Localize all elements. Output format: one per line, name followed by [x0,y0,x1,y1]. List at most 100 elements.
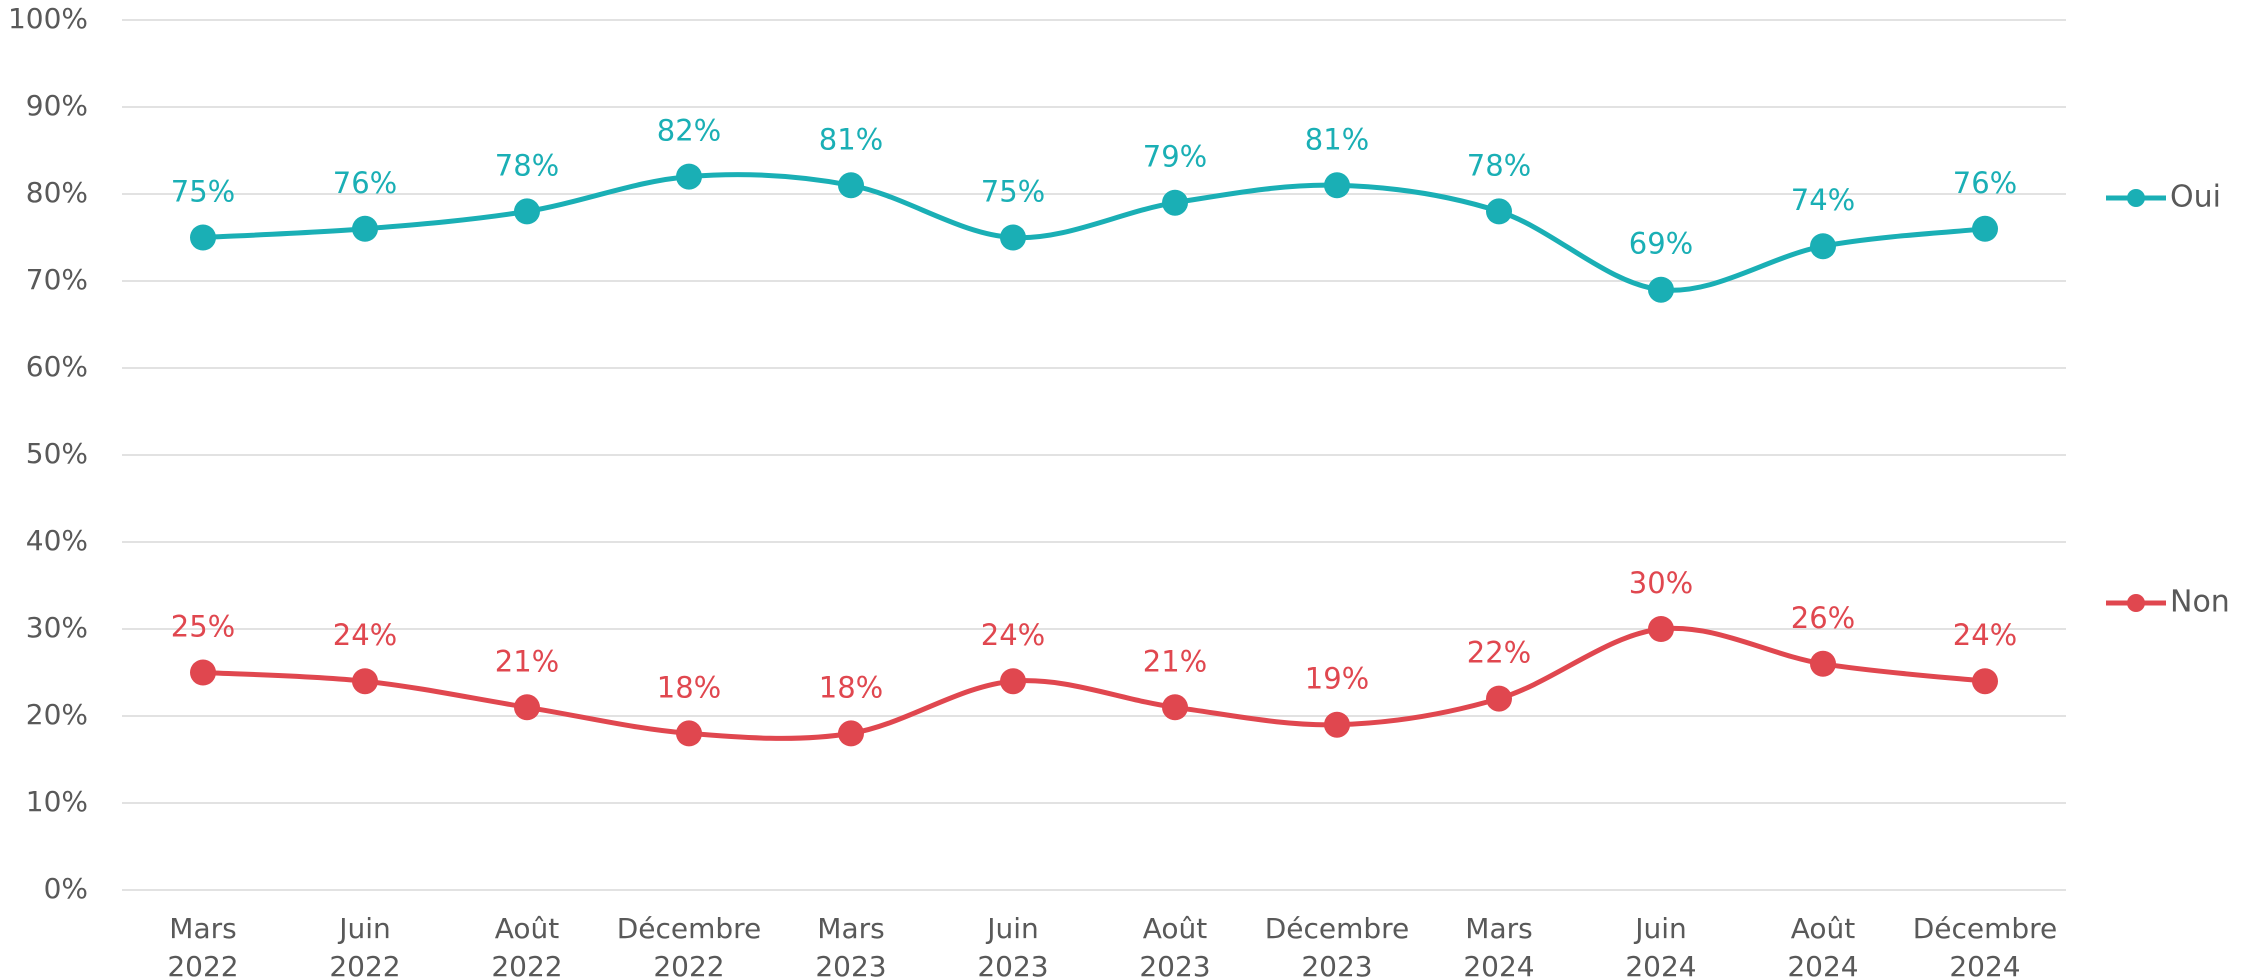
data-label: 74% [1791,183,1855,217]
data-point [676,720,702,747]
data-label: 26% [1791,601,1855,635]
series-line [202,172,1986,293]
y-tick-label: 50% [26,437,88,470]
legend-marker [2127,594,2145,612]
data-label: 24% [981,618,1045,652]
y-tick-label: 40% [26,524,88,557]
x-tick-label-line: 2023 [815,950,886,979]
data-point [1324,711,1350,738]
data-label: 22% [1467,636,1531,670]
x-tick-label: Décembre 2024 [1913,912,2058,979]
x-tick-label-line: 2023 [977,950,1048,979]
x-tick-label: Juin 2022 [329,912,400,979]
data-point [1324,172,1350,199]
data-label: 76% [333,166,397,200]
data-point [190,659,216,686]
data-label: 81% [819,122,883,156]
data-label: 75% [981,175,1045,209]
data-point [1648,616,1674,642]
y-tick-label: 100% [8,2,88,35]
data-point [514,198,540,225]
x-tick-label-line: 2022 [491,950,562,979]
x-tick-label: Août 2024 [1787,912,1858,979]
data-point [1486,685,1512,712]
data-label: 30% [1629,566,1693,600]
data-point [1972,668,1998,695]
data-label: 21% [1143,644,1207,678]
x-tick-label-line: 2023 [1301,950,1372,979]
data-point [1000,224,1026,251]
x-tick-label-line: 2022 [653,950,724,979]
data-point [838,720,864,747]
data-label: 78% [495,148,559,182]
x-tick-label-line: Août [1791,912,1856,945]
data-point [1486,198,1512,225]
x-tick-label-line: Décembre [1265,912,1410,945]
data-point [1648,276,1674,303]
x-tick-label-line: Décembre [1913,912,2058,945]
x-tick-label: Juin 2023 [977,912,1048,979]
data-point [352,668,378,695]
data-point [1162,694,1188,721]
x-tick-label: Août 2023 [1139,912,1210,979]
x-tick-label-line: Juin [1633,912,1687,945]
y-tick-label: 30% [26,611,88,644]
y-tick-label: 10% [26,785,88,818]
data-label: 82% [657,114,721,148]
data-label: 79% [1143,140,1207,174]
data-point [676,163,702,190]
x-tick-label-line: Août [495,912,560,945]
x-tick-label-line: Mars [1465,912,1532,945]
data-point [514,694,540,721]
data-point [1972,215,1998,242]
y-tick-label: 80% [26,176,88,209]
data-point [1000,668,1026,695]
x-tick-label: Décembre 2022 [617,912,762,979]
x-tick-label-line: 2024 [1949,950,2020,979]
x-tick-label-line: Mars [817,912,884,945]
data-label: 81% [1305,122,1369,156]
x-tick-label-line: Juin [337,912,391,945]
x-tick-label-line: 2024 [1787,950,1858,979]
data-label: 78% [1467,148,1531,182]
y-tick-label: 20% [26,698,88,731]
data-point [838,172,864,199]
legend-label: Non [2170,585,2230,620]
x-tick-label: Mars 2024 [1463,912,1534,979]
data-point [352,215,378,242]
x-tick-label-line: 2022 [329,950,400,979]
x-tick-label: Mars 2022 [167,912,238,979]
data-label: 69% [1629,227,1693,261]
y-tick-label: 0% [44,872,88,905]
legend-marker [2127,189,2145,207]
data-label: 19% [1305,662,1369,696]
data-point [1162,189,1188,216]
data-label: 75% [171,175,235,209]
x-tick-label: Août 2022 [491,912,562,979]
data-label: 76% [1953,166,2017,200]
y-tick-label: 70% [26,263,88,296]
data-point [1810,650,1836,677]
x-tick-label: Juin 2024 [1625,912,1696,979]
data-label: 24% [1953,618,2017,652]
x-tick-label-line: Juin [985,912,1039,945]
data-label: 18% [819,670,883,704]
series-line [202,625,1986,741]
x-tick-label-line: Août [1143,912,1208,945]
legend-label: Oui [2170,180,2221,215]
data-point [1810,233,1836,260]
data-label: 18% [657,670,721,704]
x-tick-label-line: 2024 [1463,950,1534,979]
x-tick-label-line: 2022 [167,950,238,979]
data-label: 25% [171,610,235,644]
data-label: 24% [333,618,397,652]
y-tick-label: 90% [26,89,88,122]
x-tick-label-line: 2023 [1139,950,1210,979]
y-tick-label: 60% [26,350,88,383]
x-tick-label-line: Mars [169,912,236,945]
data-label: 21% [495,644,559,678]
x-tick-label: Décembre 2023 [1265,912,1410,979]
data-point [190,224,216,251]
x-tick-label-line: 2024 [1625,950,1696,979]
